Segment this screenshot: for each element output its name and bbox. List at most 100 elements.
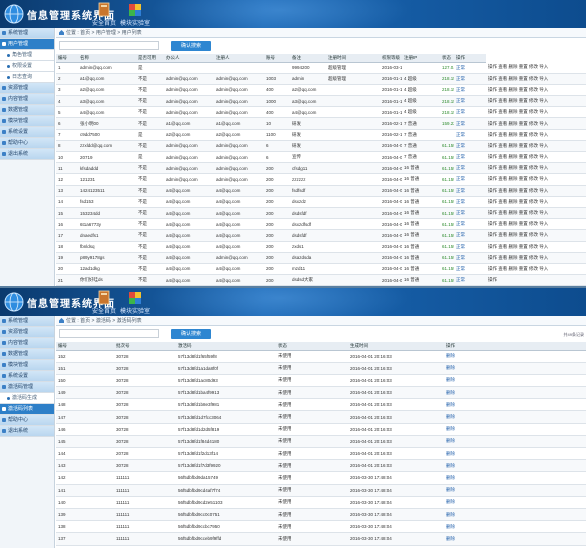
sidebar-item[interactable]: 退出系统 [0, 426, 54, 437]
sidebar-item[interactable]: 帮助中心 [0, 138, 54, 149]
search-button[interactable]: 确认搜索 [171, 329, 211, 339]
table-cell: zzzzzz [290, 173, 326, 186]
delete-link[interactable]: 删除 [444, 386, 586, 400]
row-actions-link[interactable]: 正常 [454, 252, 486, 264]
row-actions-link[interactable]: 正常 [454, 117, 486, 130]
table-cell: 10 [56, 151, 78, 164]
table-cell: 操作 查看 删除 重置 修改 导入 [486, 151, 586, 164]
table-cell: 2016-04-04 10:45:13 [380, 162, 402, 175]
row-actions-link[interactable]: 正常 [454, 151, 486, 164]
sidebar-item[interactable]: 权限设置 [0, 61, 54, 72]
table-row: 19 p89y9178gs 不是 a4@qq.com admin@qq.com 200 ds… [56, 252, 586, 264]
sidebar-item[interactable]: 系统设置 [0, 371, 54, 382]
sidebar-item[interactable]: 模块管理 [0, 116, 54, 127]
delete-link[interactable]: 删除 [444, 447, 586, 461]
search-button[interactable]: 确认搜索 [171, 41, 211, 51]
row-actions-link[interactable]: 正常 [454, 140, 486, 153]
table-cell: a4@qq.com [164, 218, 214, 231]
table-cell: 200 [264, 196, 290, 208]
table-cell: 1 [56, 62, 78, 74]
sidebar-item[interactable]: 资源管理 [0, 327, 54, 338]
delete-link[interactable]: 删除 [444, 350, 586, 363]
delete-link[interactable]: 删除 [444, 459, 586, 473]
status-cell: 218.15.106.60 [440, 106, 454, 119]
row-actions-link[interactable]: 正常 [454, 173, 486, 186]
column-header: 激活码 [176, 342, 276, 351]
row-actions-link[interactable]: 正常 [454, 106, 486, 119]
table-cell: 2016-01-15 04:59:55 [380, 95, 402, 108]
sidebar-item[interactable]: 模块管理 [0, 360, 54, 371]
sidebar-item[interactable]: 数据管理 [0, 105, 54, 116]
delete-link[interactable]: 删除 [444, 471, 586, 485]
row-actions-link[interactable]: 正常 [454, 162, 486, 175]
delete-link[interactable]: 删除 [444, 508, 586, 522]
sidebar-item[interactable]: 系统管理 [0, 316, 54, 327]
table-cell: 未使用 [276, 471, 348, 485]
sidebar-item[interactable]: 数据管理 [0, 349, 54, 360]
sidebar-item[interactable]: 退出系统 [0, 149, 54, 160]
status-cell: 61.159.224.115 [440, 207, 454, 220]
delete-link[interactable]: 删除 [444, 374, 586, 388]
sidebar-item[interactable]: 激活码生成 [0, 393, 54, 404]
table-row: 139 111111 56f5dbfbd9cc0c0751 未使用 2016-03-30… [56, 508, 586, 522]
delete-link[interactable]: 删除 [444, 410, 586, 424]
delete-link[interactable]: 删除 [444, 496, 586, 509]
table-cell: 30728 [114, 374, 176, 388]
table-cell: 200 [264, 252, 290, 264]
row-actions-link[interactable]: 正常 [454, 84, 486, 97]
nav-home-button[interactable]: 安全首页 [89, 2, 119, 27]
search-input[interactable] [59, 329, 159, 338]
row-actions-link[interactable]: 正常 [454, 229, 486, 242]
sidebar-item[interactable]: 帮助中心 [0, 415, 54, 426]
table-cell: 16 普通 [402, 229, 440, 242]
table-cell: 136 [56, 545, 114, 548]
sidebar-item[interactable]: 角色管理 [0, 50, 54, 61]
sidebar-item[interactable]: 系统设置 [0, 127, 54, 138]
delete-link[interactable]: 删除 [444, 532, 586, 546]
table-row: 8 zzxldd@qq.com 不是 admin@qq.com admin@qq.com… [56, 140, 586, 153]
row-actions-link[interactable]: 正常 [454, 241, 486, 253]
delete-link[interactable]: 删除 [444, 545, 586, 548]
table-cell: 16 普通 [402, 173, 440, 186]
row-actions-link[interactable]: 正常 [454, 129, 486, 141]
table-cell: 2016-03-30 17:48:04 [348, 496, 444, 509]
row-actions-link[interactable]: 正常 [454, 218, 486, 231]
sidebar-item[interactable]: 激活码管理 [0, 382, 54, 393]
table-cell [326, 95, 380, 108]
sidebar-item[interactable]: 内容管理 [0, 338, 54, 349]
nav-module-button[interactable]: 模块实验室 [120, 2, 150, 27]
row-actions-link[interactable]: 正常 [454, 185, 486, 197]
delete-link[interactable]: 删除 [444, 398, 586, 412]
table-cell: 宣传 [290, 151, 326, 164]
table-cell: 未使用 [276, 484, 348, 497]
search-input[interactable] [59, 41, 159, 50]
row-actions-link[interactable]: 正常 [454, 73, 486, 85]
table-cell: 152 [56, 350, 114, 363]
sidebar-item[interactable]: 用户管理 [0, 39, 54, 50]
nav-home-button[interactable]: 安全首页 [89, 290, 119, 315]
sidebar-item[interactable]: 日志查询 [0, 72, 54, 83]
row-actions-link[interactable]: 正常 [454, 274, 486, 286]
delete-link[interactable]: 删除 [444, 423, 586, 436]
sidebar-item[interactable]: 系统管理 [0, 28, 54, 39]
table-cell: 不是 [136, 185, 164, 197]
delete-link[interactable]: 删除 [444, 484, 586, 497]
column-header: 权限等级 [380, 54, 402, 63]
delete-link[interactable]: 删除 [444, 435, 586, 449]
sidebar-item[interactable]: 激活码列表 [0, 404, 54, 415]
row-actions-link[interactable]: 正常 [454, 62, 486, 74]
row-actions-link[interactable]: 正常 [454, 196, 486, 208]
nav-module-label: 模块实验室 [120, 21, 151, 27]
table-cell [326, 229, 380, 242]
table-cell: 不是 [136, 218, 164, 231]
sidebar-item[interactable]: 内容管理 [0, 94, 54, 105]
delete-link[interactable]: 删除 [444, 362, 586, 375]
table-cell: 操作 [486, 274, 586, 286]
delete-link[interactable]: 删除 [444, 520, 586, 534]
sidebar: 系统管理 用户管理 角色管理 权限设置 日志查询 资源管理 内容管理 数据管理 模块管理 系统设置… [0, 28, 55, 286]
row-actions-link[interactable]: 正常 [454, 207, 486, 220]
sidebar-item[interactable]: 资源管理 [0, 83, 54, 94]
row-actions-link[interactable]: 正常 [454, 95, 486, 108]
nav-module-button[interactable]: 模块实验室 [120, 290, 150, 315]
row-actions-link[interactable]: 正常 [454, 263, 486, 276]
